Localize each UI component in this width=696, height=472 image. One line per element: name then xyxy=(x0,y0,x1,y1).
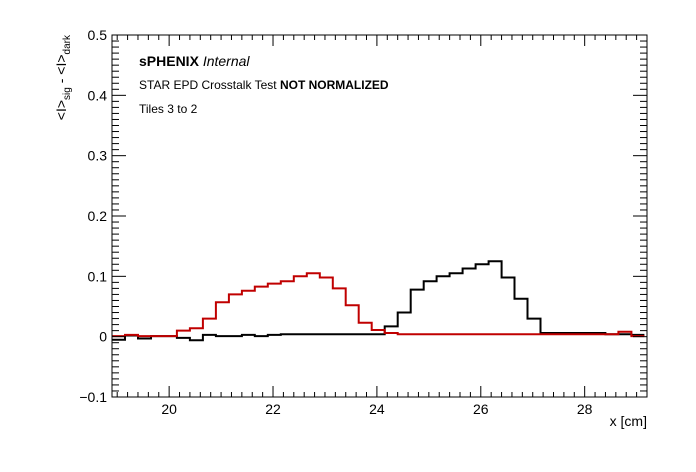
y-tick-label: 0.1 xyxy=(88,268,108,284)
y-axis-title-base1: <I> xyxy=(53,100,69,120)
y-tick-label: 0.5 xyxy=(88,27,108,43)
y-tick-label: 0.2 xyxy=(88,208,108,224)
x-tick-label: 24 xyxy=(369,401,385,417)
annotation-tiles: Tiles 3 to 2 xyxy=(139,102,198,116)
x-tick-label: 28 xyxy=(577,401,593,417)
x-tick-label: 20 xyxy=(161,401,177,417)
y-axis-title-mid: - <I> xyxy=(53,54,69,87)
test-flag-label: NOT NORMALIZED xyxy=(280,78,389,92)
x-tick-label: 22 xyxy=(265,401,281,417)
experiment-label: sPHENIX xyxy=(139,53,200,69)
annotation-test: STAR EPD Crosstalk Test NOT NORMALIZED xyxy=(139,78,389,92)
y-axis-title-sub2: dark xyxy=(62,34,73,54)
annotation-experiment: sPHENIX Internal xyxy=(139,53,250,69)
y-axis-title: <I>sig - <I>dark xyxy=(53,34,73,120)
series-line-0 xyxy=(112,260,645,342)
tick-layer xyxy=(112,34,648,398)
x-axis-title: x [cm] xyxy=(610,413,647,429)
y-tick-label: 0 xyxy=(99,329,107,345)
plot-frame xyxy=(111,34,648,398)
series-layer xyxy=(112,260,645,342)
y-axis-title-sub1: sig xyxy=(62,87,73,100)
series-line-1 xyxy=(112,272,645,338)
status-label: Internal xyxy=(203,53,251,69)
y-tick-label: −0.1 xyxy=(79,389,107,405)
x-tick-label: 26 xyxy=(473,401,489,417)
y-tick-label: 0.3 xyxy=(88,148,108,164)
test-name-label: STAR EPD Crosstalk Test xyxy=(139,78,277,92)
label-layer: −0.1 0 0.1 0.2 0.3 0.4 0.5 20 22 24 26 28 xyxy=(79,27,592,417)
y-tick-label: 0.4 xyxy=(88,87,108,103)
